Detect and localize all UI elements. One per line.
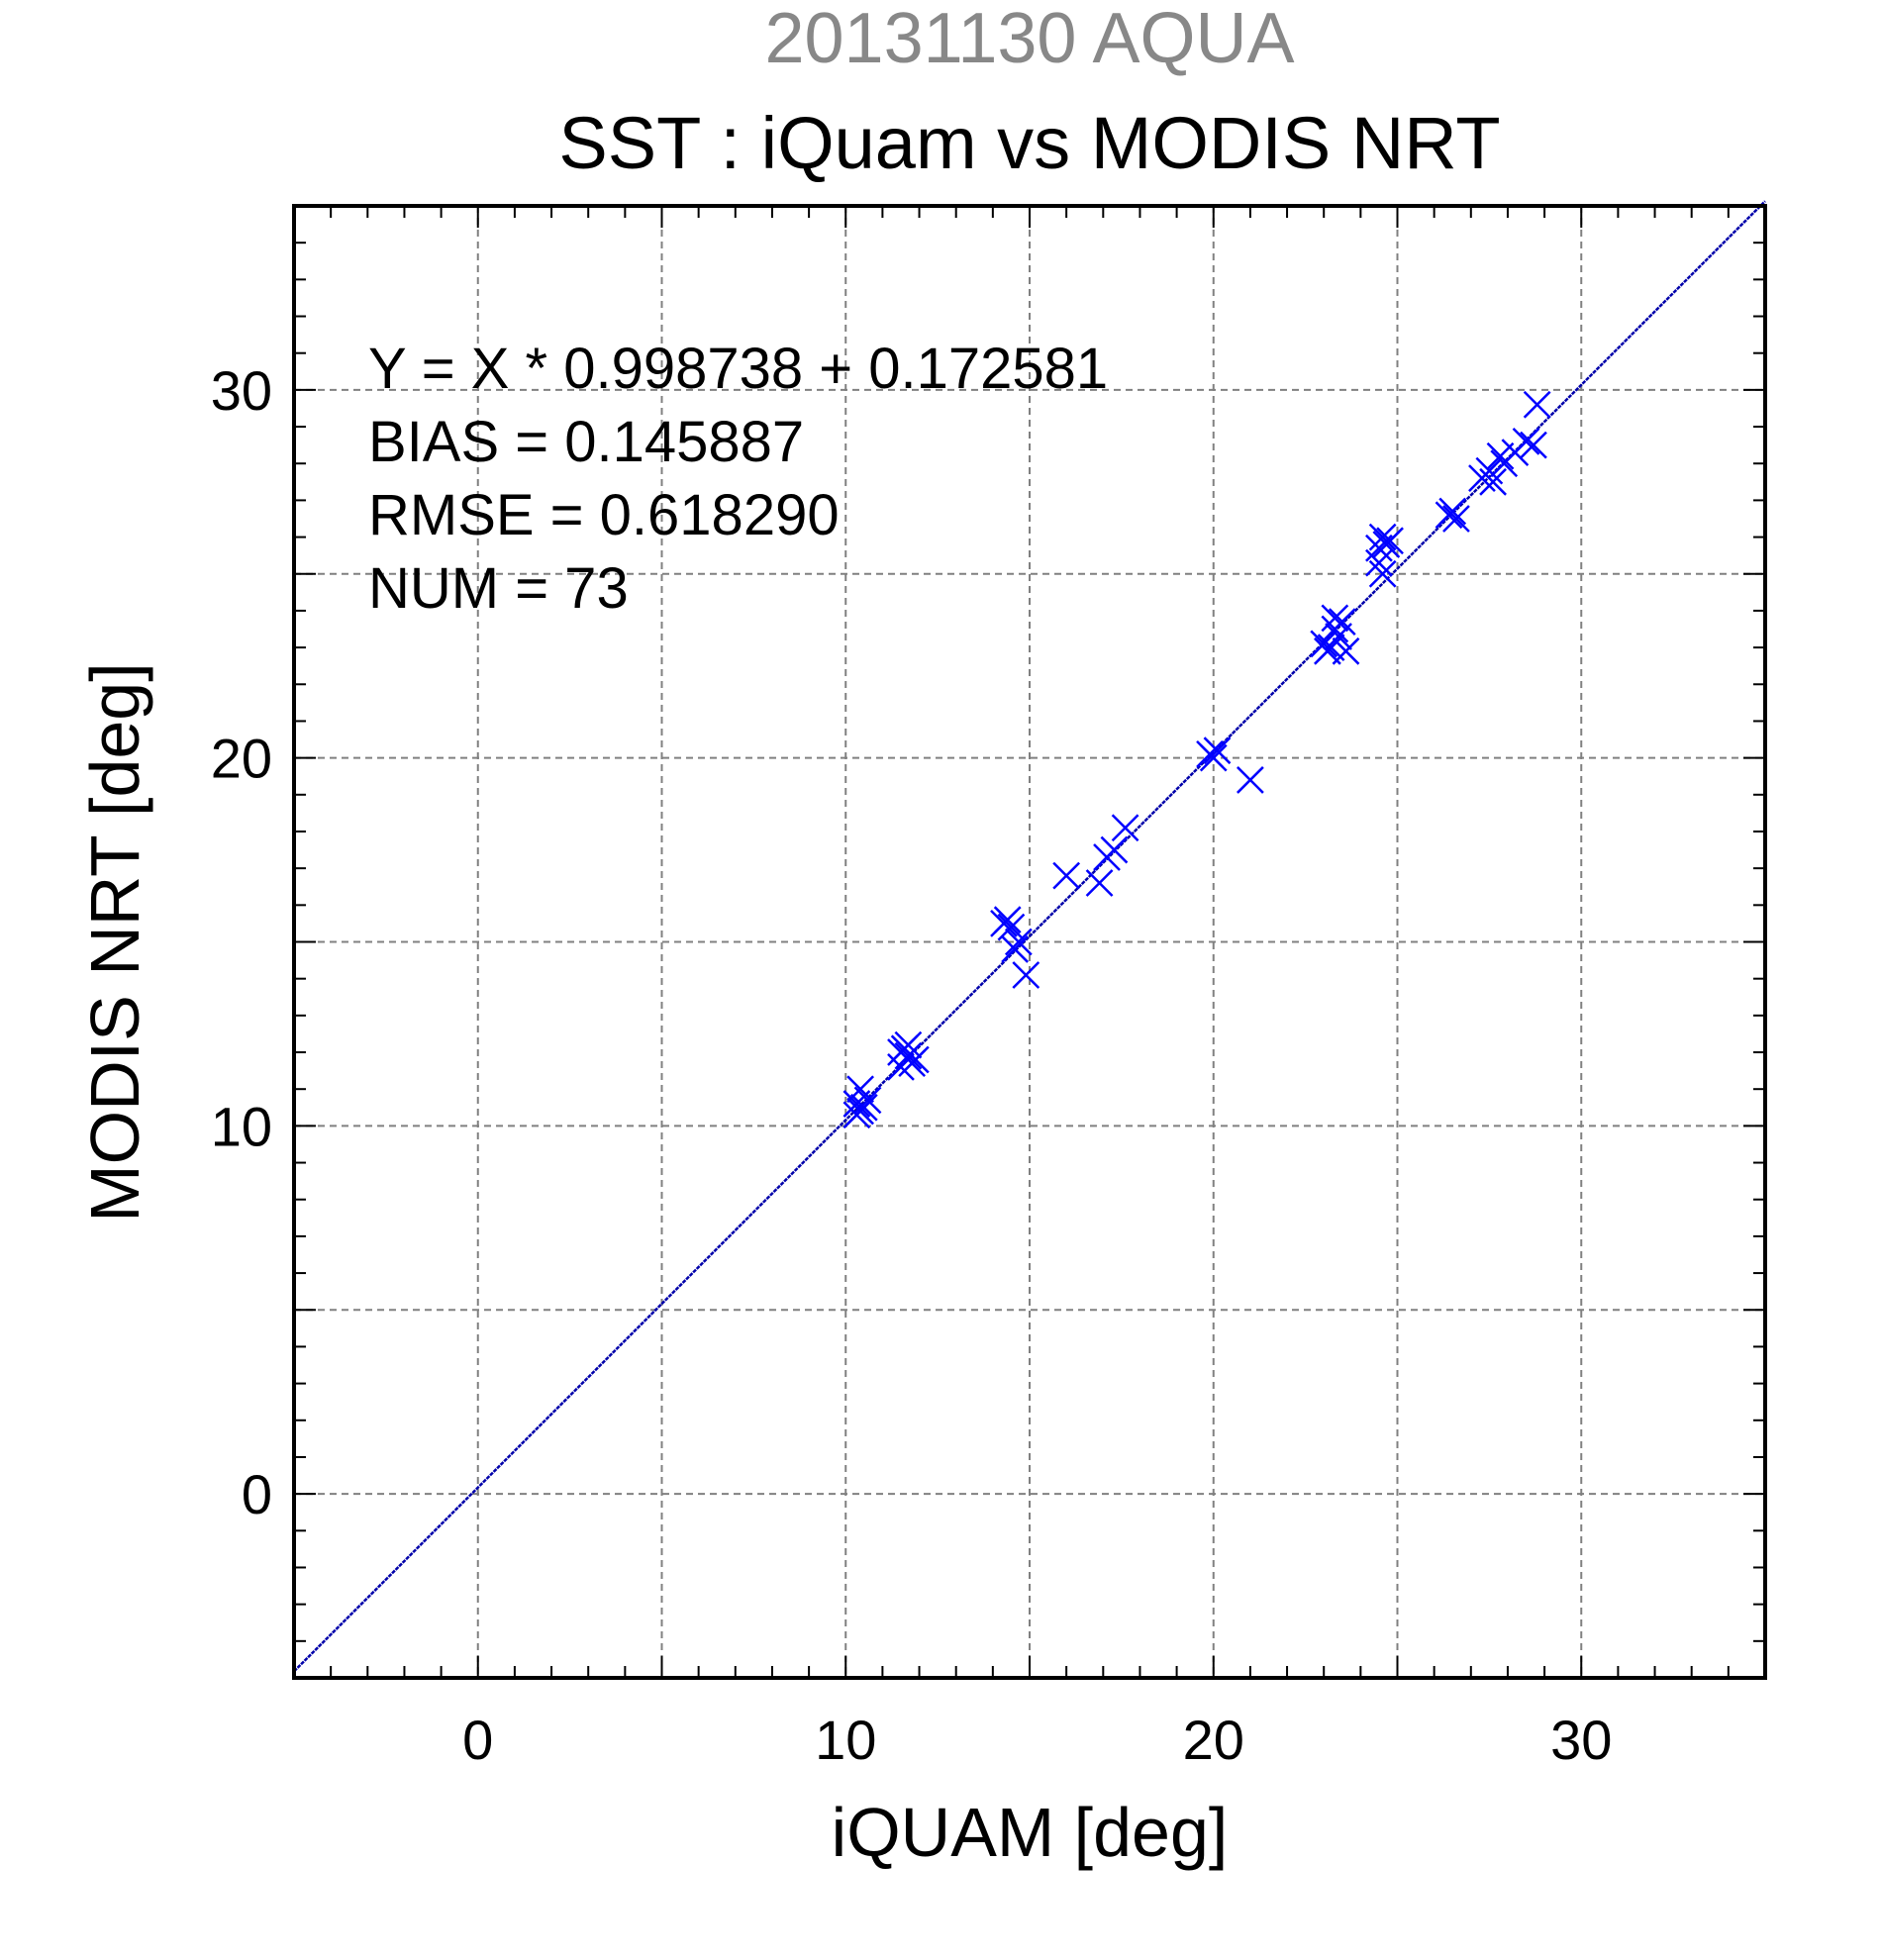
point-stroke <box>1328 608 1356 636</box>
point-stroke <box>1001 935 1030 963</box>
data-point <box>894 1030 923 1059</box>
point-stroke <box>1052 861 1081 890</box>
point-stroke <box>842 1090 871 1118</box>
data-point <box>1199 743 1228 772</box>
point-stroke <box>1203 736 1232 765</box>
data-point <box>1237 766 1264 794</box>
data-point <box>1111 814 1139 842</box>
data-point <box>1523 390 1551 419</box>
data-points <box>842 390 1551 1129</box>
data-point <box>1368 523 1397 551</box>
data-point <box>887 1053 915 1081</box>
y-tick-label: 0 <box>242 1463 272 1525</box>
data-point <box>1442 505 1470 533</box>
point-stroke <box>1199 743 1228 772</box>
data-point <box>853 1086 882 1115</box>
y-tick-label: 20 <box>211 728 272 790</box>
point-stroke <box>997 913 1026 941</box>
stats-equation: Y = X * 0.998738 + 0.172581 <box>368 337 1108 401</box>
point-stroke <box>1442 505 1470 533</box>
grid <box>294 206 1765 1678</box>
data-point <box>1368 559 1397 588</box>
point-stroke <box>1523 390 1551 419</box>
point-stroke <box>1004 928 1033 956</box>
stats-block: Y = X * 0.998738 + 0.172581 BIAS = 0.145… <box>368 337 1108 621</box>
stats-rmse: RMSE = 0.618290 <box>368 483 840 547</box>
stats-bias: BIAS = 0.145887 <box>368 410 804 474</box>
point-stroke <box>1479 467 1507 496</box>
data-point <box>842 1090 871 1118</box>
x-tick-label: 30 <box>1550 1709 1612 1771</box>
x-tick-label: 20 <box>1183 1709 1244 1771</box>
chart-title: SST : iQuam vs MODIS NRT <box>558 102 1500 184</box>
data-point <box>1438 497 1467 526</box>
data-point <box>1520 431 1547 459</box>
point-stroke <box>1085 869 1114 897</box>
tick-labels: 0 10 20 30 0 10 20 30 <box>211 359 1613 1771</box>
data-point <box>1100 835 1129 864</box>
point-stroke <box>1520 431 1547 459</box>
point-stroke <box>842 1101 871 1129</box>
x-tick-label: 0 <box>462 1709 493 1771</box>
data-point <box>1332 637 1360 665</box>
point-stroke <box>1100 835 1129 864</box>
chart-subtitle: 20131130 AQUA <box>764 0 1294 78</box>
data-point <box>1479 467 1507 496</box>
point-stroke <box>1475 456 1504 485</box>
point-stroke <box>1012 961 1040 989</box>
point-stroke <box>887 1053 915 1081</box>
data-point <box>1085 869 1114 897</box>
data-point <box>842 1101 871 1129</box>
point-stroke <box>1310 630 1338 658</box>
point-stroke <box>993 906 1022 934</box>
point-stroke <box>1111 814 1139 842</box>
data-point <box>1012 961 1040 989</box>
data-point <box>1001 935 1030 963</box>
data-point <box>1052 861 1081 890</box>
point-stroke <box>1512 428 1540 455</box>
x-axis-label: iQUAM [deg] <box>832 1794 1229 1871</box>
point-stroke <box>1321 604 1349 633</box>
point-stroke <box>1237 766 1264 794</box>
data-point <box>1475 456 1504 485</box>
data-point <box>1365 548 1393 577</box>
x-tick-label: 10 <box>815 1709 876 1771</box>
data-point <box>1328 608 1356 636</box>
y-axis-label: MODIS NRT [deg] <box>76 662 153 1222</box>
data-point <box>997 913 1026 941</box>
data-point <box>901 1045 930 1074</box>
y-tick-label: 10 <box>211 1095 272 1157</box>
plot-frame <box>292 204 1767 1680</box>
data-point <box>1376 527 1404 555</box>
stats-num: NUM = 73 <box>368 556 629 621</box>
data-point <box>1310 630 1338 658</box>
data-point <box>1203 736 1232 765</box>
point-stroke <box>901 1045 930 1074</box>
point-stroke <box>894 1030 923 1059</box>
point-stroke <box>1438 497 1467 526</box>
point-stroke <box>1365 548 1393 577</box>
data-point <box>1004 928 1033 956</box>
data-point <box>993 906 1022 934</box>
y-tick-label: 30 <box>211 359 272 422</box>
point-stroke <box>853 1086 882 1115</box>
data-point <box>1321 604 1349 633</box>
point-stroke <box>1332 637 1360 665</box>
point-stroke <box>1368 559 1397 588</box>
data-point <box>1512 428 1540 455</box>
point-stroke <box>1376 527 1404 555</box>
point-stroke <box>1368 523 1397 551</box>
